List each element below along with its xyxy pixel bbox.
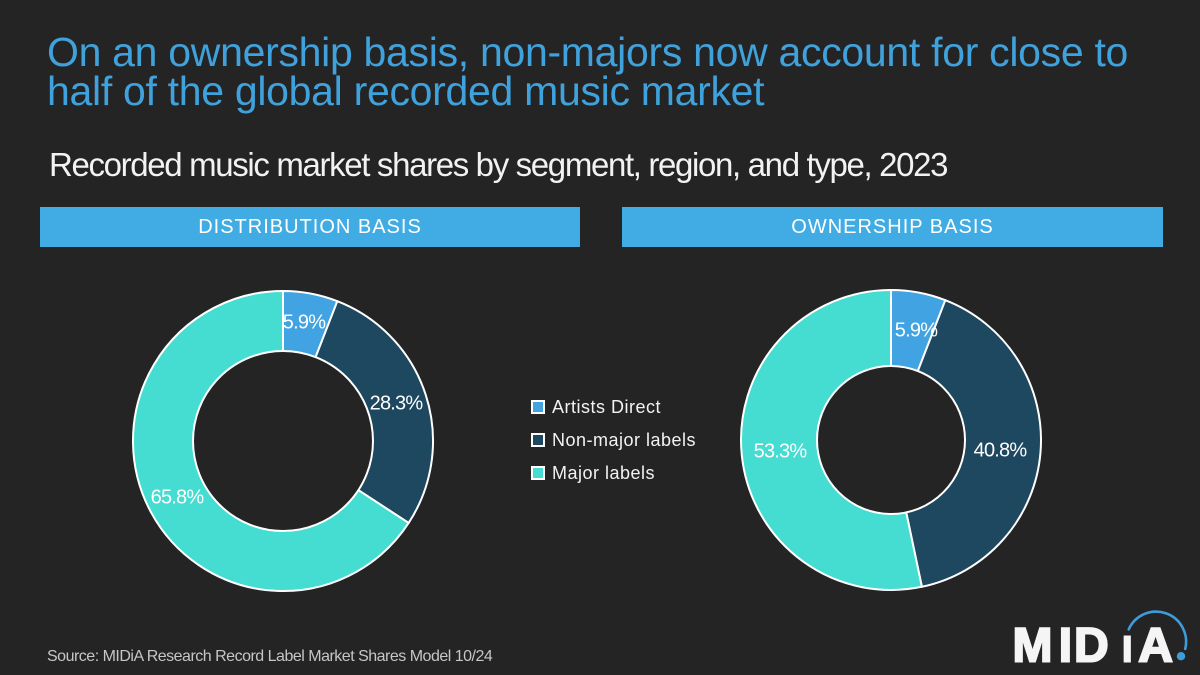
svg-text:I: I	[1059, 620, 1072, 673]
svg-text:D: D	[1074, 620, 1109, 673]
svg-text:A: A	[1138, 620, 1173, 673]
svg-text:M: M	[1013, 620, 1053, 673]
svg-text:I: I	[1122, 629, 1132, 670]
